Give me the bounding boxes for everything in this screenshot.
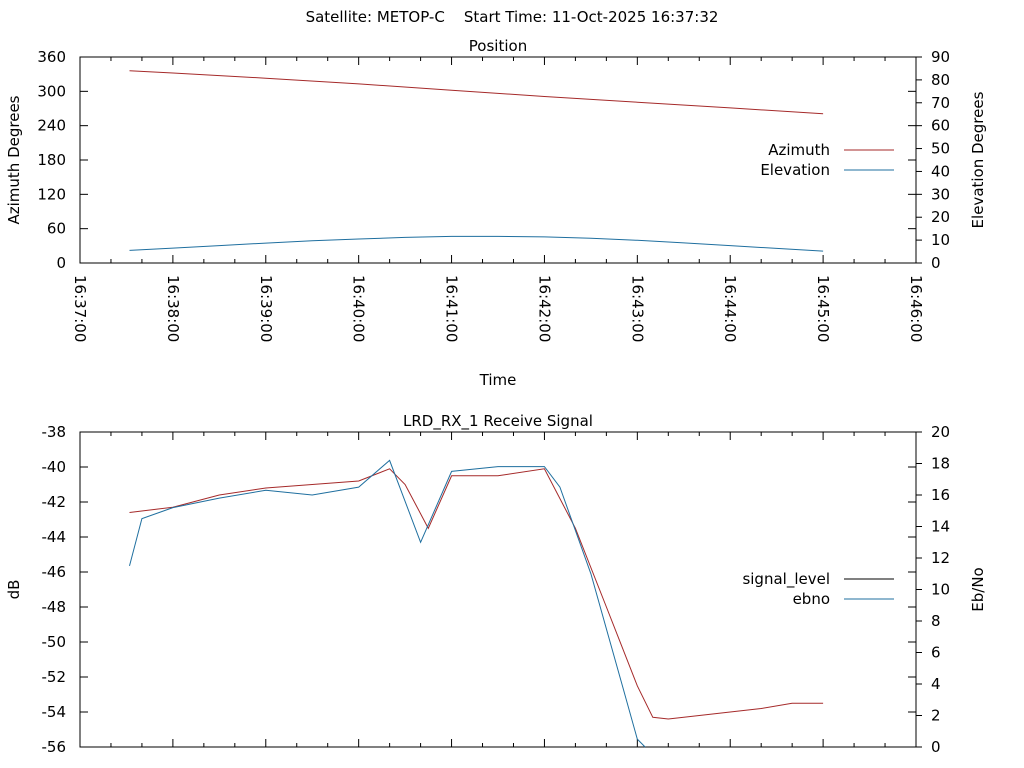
y-tick-label: -38 xyxy=(42,423,67,441)
x-tick-label: 16:41:00 xyxy=(443,275,461,342)
y-tick-label: 120 xyxy=(37,185,66,203)
y-tick-label: -50 xyxy=(42,633,67,651)
x-axis-label: Time xyxy=(479,371,517,389)
y2-tick-label: 30 xyxy=(931,185,950,203)
page-title: Satellite: METOP-C Start Time: 11-Oct-20… xyxy=(0,8,1024,26)
y2-tick-label: 80 xyxy=(931,71,950,89)
chart-title-1: Position xyxy=(469,37,527,55)
start-time-label: Start Time: 11-Oct-2025 16:37:32 xyxy=(463,8,719,26)
series-line-elevation xyxy=(129,235,824,252)
y-axis-label: dB xyxy=(5,580,23,600)
y2-tick-label: 0 xyxy=(931,254,941,272)
plot-frame-1 xyxy=(79,56,917,264)
y2-tick-label: 40 xyxy=(931,162,950,180)
y2-tick-label: 20 xyxy=(931,208,950,226)
y2-tick-label: 18 xyxy=(931,455,950,473)
x-tick-label: 16:44:00 xyxy=(721,275,739,342)
legend-label: ebno xyxy=(793,590,830,608)
y-tick-label: 360 xyxy=(37,48,66,66)
y2-tick-label: 12 xyxy=(931,549,950,567)
y2-tick-label: 2 xyxy=(931,707,941,725)
plot-frame-2 xyxy=(79,431,917,748)
y2-tick-label: 10 xyxy=(931,581,950,599)
y2-axis-label: Elevation Degrees xyxy=(969,91,987,228)
y-tick-label: -42 xyxy=(42,493,67,511)
y-tick-label: 240 xyxy=(37,117,66,135)
y2-tick-label: 8 xyxy=(931,612,941,630)
y2-tick-label: 20 xyxy=(931,423,950,441)
x-tick-label: 16:42:00 xyxy=(535,275,553,342)
x-tick-label: 16:40:00 xyxy=(350,275,368,342)
x-tick-label: 16:37:00 xyxy=(71,275,89,342)
y-tick-label: 60 xyxy=(47,220,66,238)
y2-tick-label: 0 xyxy=(931,738,941,756)
y2-tick-label: 10 xyxy=(931,231,950,249)
y2-tick-label: 90 xyxy=(931,48,950,66)
y-tick-label: -44 xyxy=(42,528,67,546)
y2-tick-label: 60 xyxy=(931,117,950,135)
x-tick-label: 16:39:00 xyxy=(257,275,275,342)
y-tick-label: -40 xyxy=(42,458,67,476)
y2-axis-label: Eb/No xyxy=(969,567,987,611)
y2-tick-label: 14 xyxy=(931,518,950,536)
y2-tick-label: 4 xyxy=(931,675,941,693)
series-line-signal-level xyxy=(129,468,824,720)
y2-tick-label: 16 xyxy=(931,486,950,504)
y-tick-label: -56 xyxy=(42,738,67,756)
y-axis-label: Azimuth Degrees xyxy=(5,95,23,224)
chart-title-2: LRD_RX_1 Receive Signal xyxy=(403,412,593,431)
series-line-ebno xyxy=(129,459,646,748)
legend-label: Azimuth xyxy=(768,141,830,159)
y-tick-label: -52 xyxy=(42,668,67,686)
y-tick-label: 300 xyxy=(37,82,66,100)
series-line-azimuth xyxy=(129,70,824,115)
y-tick-label: -46 xyxy=(42,563,67,581)
legend-label: signal_level xyxy=(742,570,830,589)
x-tick-label: 16:46:00 xyxy=(907,275,925,342)
legend-label: Elevation xyxy=(760,161,830,179)
x-tick-label: 16:45:00 xyxy=(814,275,832,342)
x-tick-label: 16:38:00 xyxy=(164,275,182,342)
satellite-label: Satellite: METOP-C xyxy=(305,8,445,26)
y2-tick-label: 6 xyxy=(931,644,941,662)
y2-tick-label: 70 xyxy=(931,94,950,112)
y-tick-label: -54 xyxy=(42,703,67,721)
y2-tick-label: 50 xyxy=(931,140,950,158)
y-tick-label: 0 xyxy=(56,254,66,272)
y-tick-label: 180 xyxy=(37,151,66,169)
y-tick-label: -48 xyxy=(42,598,67,616)
x-tick-label: 16:43:00 xyxy=(628,275,646,342)
